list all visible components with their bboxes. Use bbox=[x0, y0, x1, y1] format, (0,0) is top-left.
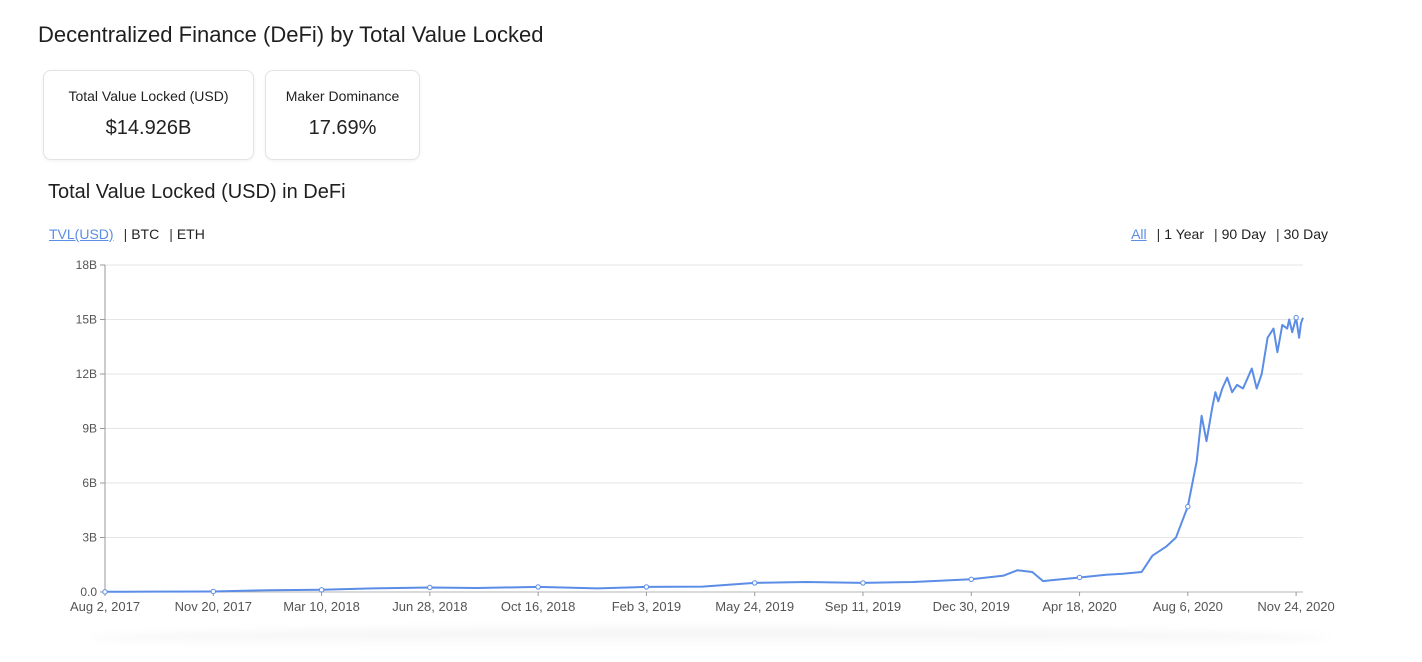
y-tick-label: 6B bbox=[82, 476, 97, 490]
series-layer bbox=[102, 314, 1304, 595]
separator: | bbox=[1156, 226, 1161, 242]
x-tick-label: Jun 28, 2018 bbox=[392, 599, 467, 614]
x-tick-label: Aug 6, 2020 bbox=[1153, 599, 1223, 614]
chart-title: Total Value Locked (USD) in DeFi bbox=[48, 181, 346, 203]
separator: | bbox=[1276, 226, 1280, 242]
unit-option-eth[interactable]: ETH bbox=[176, 226, 205, 242]
maker-dominance-label: Maker Dominance bbox=[285, 88, 400, 104]
unit-toggle: TVL(USD) | BTC | ETH bbox=[49, 226, 205, 242]
series-point[interactable] bbox=[102, 589, 108, 595]
unit-option-tvl-usd[interactable]: TVL(USD) bbox=[49, 226, 114, 242]
x-tick-label: Dec 30, 2019 bbox=[933, 599, 1010, 614]
series-point[interactable] bbox=[860, 580, 866, 586]
tvl-line-chart[interactable]: 0.0 3B 6B 9B 12B 15B 18B Aug 2, 2017 Nov 20, 201… bbox=[0, 250, 1422, 630]
tvl-stat-label: Total Value Locked (USD) bbox=[68, 88, 229, 104]
x-tick-label: Nov 24, 2020 bbox=[1257, 599, 1334, 614]
y-tick-label: 9B bbox=[82, 422, 97, 436]
scroll-shadow bbox=[90, 628, 1330, 648]
range-option-30-day[interactable]: 30 Day bbox=[1283, 226, 1328, 242]
y-tick-label: 3B bbox=[82, 531, 97, 545]
range-option-90-day[interactable]: 90 Day bbox=[1221, 226, 1266, 242]
series-point[interactable] bbox=[751, 580, 758, 586]
separator: | bbox=[123, 226, 128, 242]
series-point[interactable] bbox=[210, 588, 216, 595]
x-tick-label: Aug 2, 2017 bbox=[70, 599, 140, 614]
x-tick-label: Feb 3, 2019 bbox=[612, 599, 681, 614]
series-point[interactable] bbox=[1076, 574, 1083, 581]
range-option-all[interactable]: All bbox=[1131, 226, 1147, 242]
separator: | bbox=[169, 226, 173, 242]
x-tick-label: Oct 16, 2018 bbox=[501, 599, 575, 614]
grid-layer bbox=[105, 264, 1303, 593]
series-point[interactable] bbox=[1185, 503, 1191, 510]
x-tick-label: May 24, 2019 bbox=[715, 599, 794, 614]
maker-dominance-value: 17.69% bbox=[308, 117, 377, 139]
series-point[interactable] bbox=[1293, 314, 1299, 321]
series-point[interactable] bbox=[318, 587, 325, 593]
series-point[interactable] bbox=[427, 584, 433, 591]
x-tick-label: Sep 11, 2019 bbox=[825, 599, 901, 614]
series-point[interactable] bbox=[643, 584, 650, 590]
series-line-tvl[interactable] bbox=[104, 316, 1304, 593]
unit-option-btc[interactable]: BTC bbox=[131, 226, 160, 242]
x-tick-label: Mar 10, 2018 bbox=[283, 599, 360, 614]
range-option-1-year[interactable]: 1 Year bbox=[1164, 226, 1204, 242]
series-point[interactable] bbox=[535, 584, 541, 590]
axis-layer: 0.0 3B 6B 9B 12B 15B 18B Aug 2, 2017 Nov 20, 201… bbox=[70, 258, 1335, 614]
series-point[interactable] bbox=[968, 576, 974, 582]
page-title: Decentralized Finance (DeFi) by Total Va… bbox=[38, 22, 544, 47]
range-toggle: All | 1 Year | 90 Day | 30 Day bbox=[1131, 226, 1328, 242]
maker-dominance-card: Maker Dominance 17.69% bbox=[265, 70, 420, 160]
tvl-stat-value: $14.926B bbox=[105, 117, 192, 139]
x-tick-label: Nov 20, 2017 bbox=[175, 599, 252, 614]
separator: | bbox=[1214, 226, 1218, 242]
y-tick-label: 0.0 bbox=[80, 585, 97, 599]
y-tick-label: 18B bbox=[76, 258, 97, 272]
y-tick-label: 12B bbox=[76, 367, 97, 381]
x-tick-label: Apr 18, 2020 bbox=[1042, 599, 1116, 614]
tvl-stat-card: Total Value Locked (USD) $14.926B bbox=[43, 70, 254, 160]
y-tick-label: 15B bbox=[76, 313, 97, 327]
